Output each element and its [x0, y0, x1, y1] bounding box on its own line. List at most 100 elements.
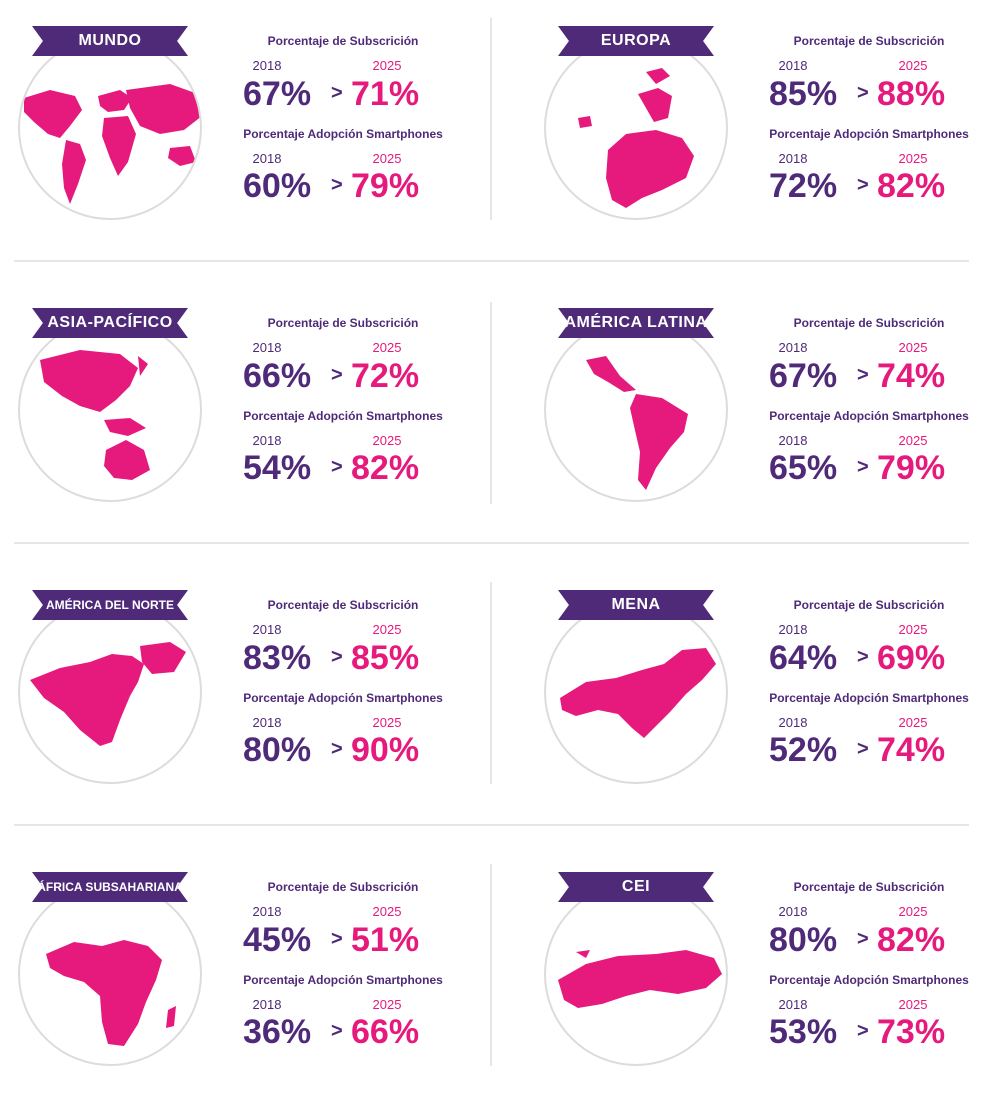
- arrow-icon: >: [331, 174, 343, 196]
- subscription-label: Porcentaje de Subscrición: [793, 880, 945, 894]
- subscription-2025-value: 85%: [351, 639, 420, 677]
- year-2025-label: 2025: [898, 622, 928, 637]
- region-label: ÁFRICA SUBSAHARIANA: [32, 872, 188, 902]
- adoption-label: Porcentaje Adopción Smartphones: [243, 409, 443, 423]
- world-map-icon: [24, 84, 200, 204]
- subscription-label: Porcentaje de Subscrición: [267, 598, 419, 612]
- arrow-icon: >: [331, 738, 343, 760]
- region-label: CEI: [558, 872, 714, 902]
- arrow-icon: >: [857, 82, 869, 104]
- region-label: ASIA-PACÍFICO: [32, 308, 188, 338]
- subscription-2025-value: 88%: [877, 75, 946, 113]
- year-2025-label: 2025: [372, 340, 402, 355]
- north-america-map-icon: [30, 642, 186, 746]
- arrow-icon: >: [331, 456, 343, 478]
- year-2018-label: 2018: [252, 58, 282, 73]
- region-label: EUROPA: [558, 26, 714, 56]
- year-2025-label: 2025: [372, 151, 402, 166]
- latin-america-map-icon: [586, 356, 688, 490]
- year-2018-label: 2018: [252, 622, 282, 637]
- subscription-2025-value: 51%: [351, 921, 420, 959]
- subscription-label: Porcentaje de Subscrición: [793, 34, 945, 48]
- region-map-circle: [544, 318, 728, 502]
- year-2025-label: 2025: [898, 340, 928, 355]
- subscription-2018-value: 45%: [243, 921, 312, 959]
- asia-pacific-map-icon: [40, 350, 150, 480]
- adoption-label: Porcentaje Adopción Smartphones: [243, 127, 443, 141]
- adoption-2018-value: 52%: [769, 731, 838, 769]
- year-2018-label: 2018: [778, 151, 808, 166]
- region-panel-africa-subsahariana: ÁFRICA SUBSAHARIANA Porcentaje de Subscr…: [0, 866, 470, 1096]
- column-divider: [490, 18, 492, 220]
- subscription-label: Porcentaje de Subscrición: [267, 880, 419, 894]
- subscription-label: Porcentaje de Subscrición: [793, 598, 945, 612]
- year-2018-label: 2018: [252, 904, 282, 919]
- adoption-label: Porcentaje Adopción Smartphones: [769, 973, 969, 987]
- adoption-label: Porcentaje Adopción Smartphones: [769, 691, 969, 705]
- adoption-label: Porcentaje Adopción Smartphones: [769, 409, 969, 423]
- year-2018-label: 2018: [778, 58, 808, 73]
- adoption-2025-value: 73%: [877, 1013, 946, 1051]
- subscription-2025-value: 69%: [877, 639, 946, 677]
- region-panel-cei: CEI Porcentaje de Subscrición 2018 2025 …: [526, 866, 991, 1096]
- region-map-circle: [544, 36, 728, 220]
- subscription-2018-value: 80%: [769, 921, 838, 959]
- region-map-circle: [544, 600, 728, 784]
- subscription-2018-value: 67%: [769, 357, 838, 395]
- adoption-2018-value: 60%: [243, 167, 312, 205]
- subscription-2018-value: 85%: [769, 75, 838, 113]
- arrow-icon: >: [857, 456, 869, 478]
- year-2025-label: 2025: [372, 715, 402, 730]
- adoption-2025-value: 74%: [877, 731, 946, 769]
- subscription-2025-value: 71%: [351, 75, 420, 113]
- adoption-2025-value: 82%: [877, 167, 946, 205]
- year-2018-label: 2018: [778, 997, 808, 1012]
- arrow-icon: >: [857, 174, 869, 196]
- adoption-2025-value: 82%: [351, 449, 420, 487]
- arrow-icon: >: [331, 364, 343, 386]
- mena-map-icon: [560, 648, 716, 738]
- region-map-circle: [18, 882, 202, 1066]
- row-divider: [14, 824, 969, 826]
- year-2025-label: 2025: [898, 151, 928, 166]
- arrow-icon: >: [857, 646, 869, 668]
- europe-map-icon: [578, 68, 694, 208]
- arrow-icon: >: [331, 928, 343, 950]
- year-2018-label: 2018: [778, 622, 808, 637]
- adoption-2018-value: 53%: [769, 1013, 838, 1051]
- adoption-2018-value: 54%: [243, 449, 312, 487]
- region-panel-europa: EUROPA Porcentaje de Subscrición 2018 20…: [526, 20, 991, 250]
- column-divider: [490, 864, 492, 1066]
- adoption-2018-value: 80%: [243, 731, 312, 769]
- year-2018-label: 2018: [778, 904, 808, 919]
- region-panel-mena: MENA Porcentaje de Subscrición 2018 2025…: [526, 584, 991, 814]
- year-2018-label: 2018: [252, 151, 282, 166]
- adoption-label: Porcentaje Adopción Smartphones: [243, 691, 443, 705]
- adoption-2025-value: 90%: [351, 731, 420, 769]
- region-map-circle: [544, 882, 728, 1066]
- region-panel-asia-pacifico: ASIA-PACÍFICO Porcentaje de Subscrición …: [0, 302, 470, 532]
- column-divider: [490, 302, 492, 504]
- year-2025-label: 2025: [372, 622, 402, 637]
- year-2018-label: 2018: [778, 340, 808, 355]
- year-2025-label: 2025: [372, 433, 402, 448]
- arrow-icon: >: [331, 82, 343, 104]
- year-2025-label: 2025: [898, 715, 928, 730]
- year-2018-label: 2018: [252, 340, 282, 355]
- cis-map-icon: [558, 950, 722, 1008]
- adoption-2018-value: 65%: [769, 449, 838, 487]
- region-map-circle: [18, 600, 202, 784]
- subscription-2025-value: 82%: [877, 921, 946, 959]
- region-label: MENA: [558, 590, 714, 620]
- arrow-icon: >: [857, 928, 869, 950]
- adoption-2025-value: 66%: [351, 1013, 420, 1051]
- year-2025-label: 2025: [372, 997, 402, 1012]
- adoption-2018-value: 72%: [769, 167, 838, 205]
- year-2025-label: 2025: [372, 904, 402, 919]
- adoption-2018-value: 36%: [243, 1013, 312, 1051]
- year-2025-label: 2025: [898, 997, 928, 1012]
- subscription-label: Porcentaje de Subscrición: [267, 34, 419, 48]
- year-2018-label: 2018: [252, 715, 282, 730]
- subscription-2018-value: 64%: [769, 639, 838, 677]
- subscription-2018-value: 66%: [243, 357, 312, 395]
